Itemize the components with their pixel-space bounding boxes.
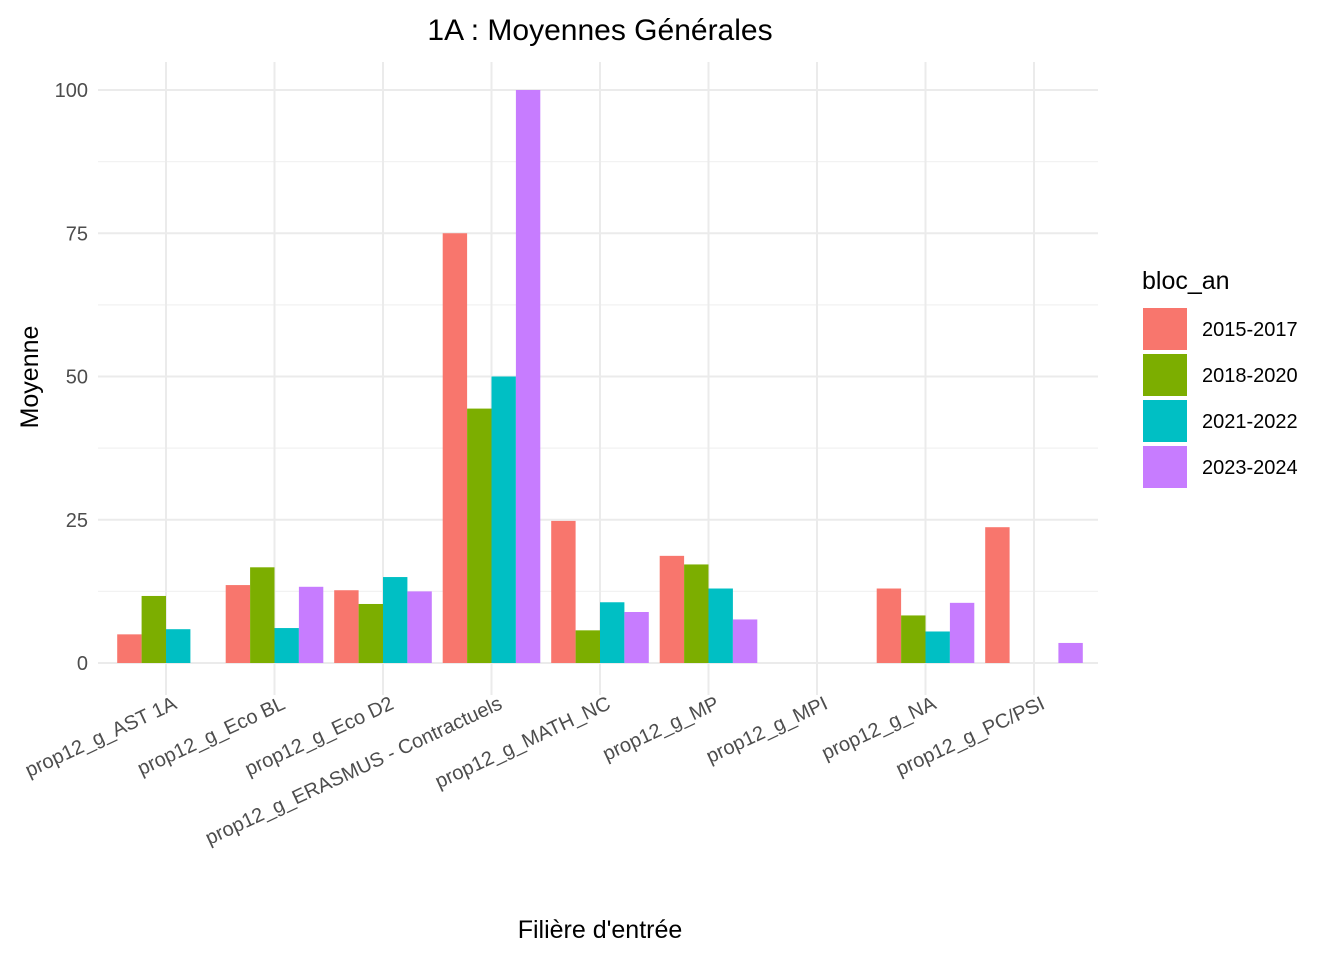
legend-label: 2021-2022 [1202, 411, 1298, 433]
bar [141, 595, 166, 663]
bar [901, 615, 926, 663]
bar [274, 628, 299, 663]
bar [708, 588, 733, 663]
y-tick-label: 100 [55, 80, 88, 102]
legend-label: 2015-2017 [1202, 319, 1298, 341]
bar [383, 577, 408, 663]
bar [467, 408, 492, 663]
bar [876, 588, 902, 663]
bar [575, 630, 600, 663]
legend-key [1143, 400, 1187, 442]
bar [1058, 642, 1083, 663]
bar [166, 629, 191, 663]
bar [659, 555, 685, 663]
bar [985, 527, 1010, 663]
bar [600, 602, 625, 663]
bar [250, 567, 275, 663]
bar [925, 631, 950, 663]
bar [117, 634, 142, 663]
bar [334, 590, 359, 663]
y-axis-title: Moyenne [16, 326, 44, 429]
y-tick-label: 75 [66, 223, 88, 245]
bar [551, 520, 576, 663]
y-tick-label: 25 [66, 510, 88, 532]
y-tick-label: 50 [66, 367, 88, 389]
bar [298, 586, 324, 663]
legend-title: bloc_an [1142, 267, 1230, 295]
bar [684, 564, 709, 663]
x-tick-label: prop12_g_MPI [703, 693, 831, 768]
legend: bloc_an 2015-2017 2018-2020 2021-2022 2023-… [1142, 267, 1298, 488]
bar [442, 233, 468, 663]
bar [732, 619, 758, 663]
bar [407, 591, 432, 663]
legend-key [1143, 308, 1187, 350]
chart-title: 1A : Moyennes Générales [427, 14, 772, 47]
bar [949, 602, 975, 663]
x-axis-title: Filière d'entrée [518, 916, 683, 944]
y-axis-ticks: 0 25 50 75 100 [55, 80, 88, 675]
bars [117, 90, 1083, 663]
legend-label: 2023-2024 [1202, 457, 1298, 479]
bar [225, 585, 251, 663]
bar [515, 90, 541, 663]
x-tick-label: prop12_g_MP [599, 693, 722, 766]
y-tick-label: 0 [77, 653, 88, 675]
bar [491, 376, 516, 663]
legend-key [1143, 446, 1187, 488]
bar [358, 603, 383, 663]
legend-key [1143, 354, 1187, 396]
x-tick-label: prop12_g_MATH_NC [432, 693, 614, 794]
bar [624, 612, 649, 663]
legend-label: 2018-2020 [1202, 365, 1298, 387]
